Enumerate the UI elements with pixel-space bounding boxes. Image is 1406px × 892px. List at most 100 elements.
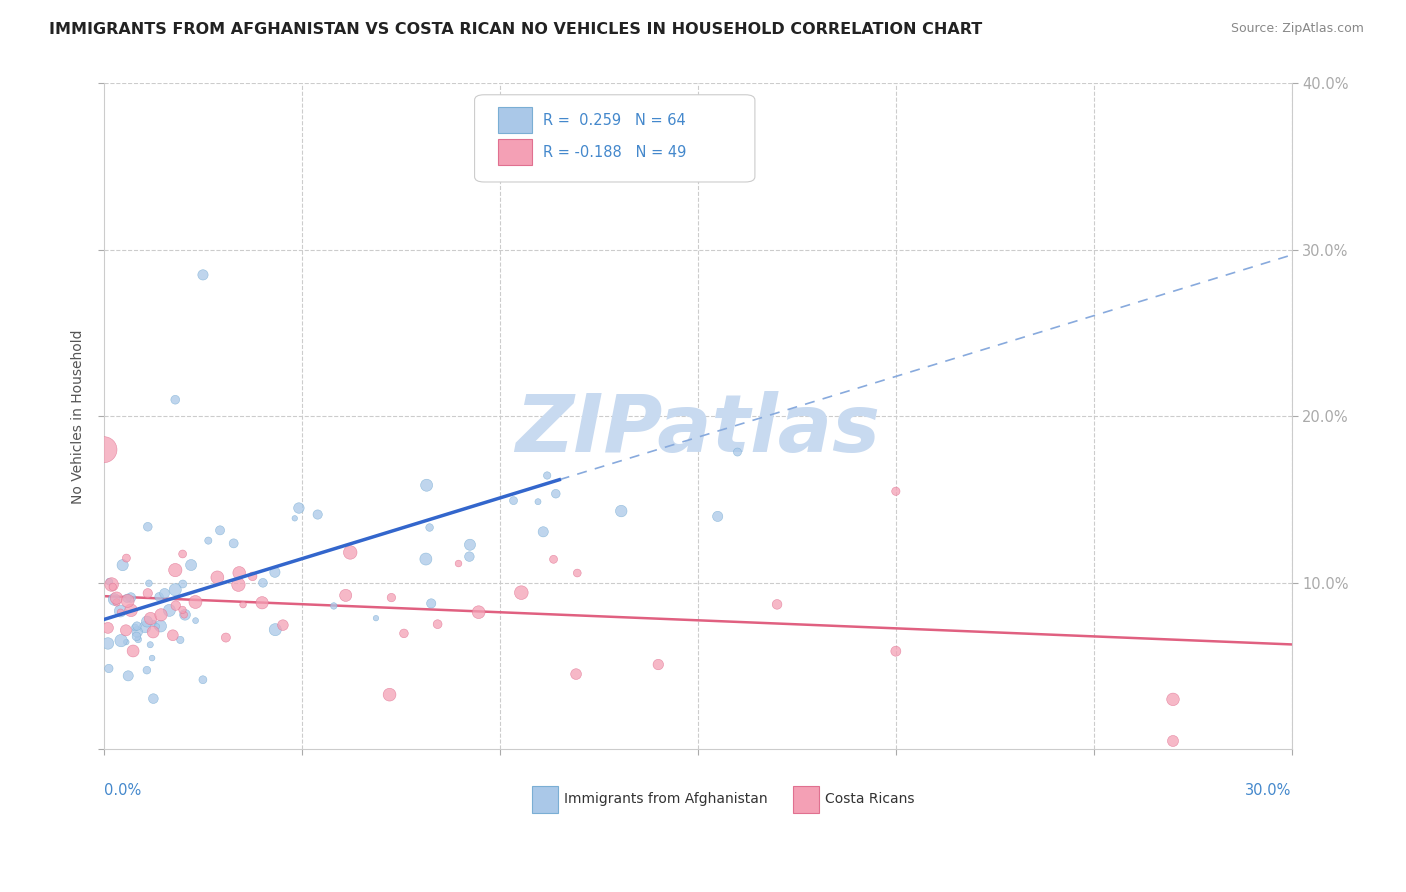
Point bbox=[207, 570, 229, 584]
Point bbox=[124, 620, 146, 634]
Point bbox=[162, 628, 184, 642]
Point bbox=[228, 566, 250, 580]
Point bbox=[103, 592, 125, 607]
Point bbox=[148, 590, 170, 604]
Point bbox=[1161, 692, 1184, 706]
Point bbox=[180, 558, 202, 572]
Point bbox=[536, 468, 558, 483]
Point bbox=[364, 611, 387, 625]
Point bbox=[215, 631, 238, 645]
Point bbox=[142, 616, 165, 631]
Point bbox=[288, 501, 311, 516]
Point bbox=[134, 620, 156, 634]
Point bbox=[339, 545, 361, 559]
Point bbox=[139, 638, 162, 652]
Point bbox=[165, 582, 187, 597]
Point bbox=[264, 623, 287, 637]
Point bbox=[136, 520, 159, 534]
Point bbox=[420, 596, 443, 610]
Point bbox=[142, 691, 165, 706]
Point bbox=[264, 566, 287, 580]
Point bbox=[105, 591, 128, 606]
Point bbox=[97, 636, 120, 650]
Point bbox=[169, 632, 191, 647]
Point bbox=[184, 595, 207, 609]
Point bbox=[97, 661, 120, 675]
Point bbox=[142, 625, 165, 640]
Point bbox=[543, 552, 565, 566]
Point bbox=[125, 629, 148, 643]
Point bbox=[647, 657, 669, 672]
Point bbox=[191, 673, 214, 687]
Point bbox=[165, 563, 187, 577]
Point bbox=[567, 566, 589, 580]
Point bbox=[242, 569, 264, 583]
Point bbox=[115, 591, 138, 606]
Point bbox=[172, 547, 194, 561]
Y-axis label: No Vehicles in Household: No Vehicles in Household bbox=[72, 329, 86, 504]
Point bbox=[531, 524, 554, 539]
Point bbox=[122, 644, 145, 658]
Point bbox=[174, 607, 197, 622]
Point bbox=[111, 558, 134, 573]
Text: Costa Ricans: Costa Ricans bbox=[825, 792, 914, 806]
Point bbox=[110, 605, 132, 619]
Point bbox=[115, 551, 138, 566]
Point bbox=[105, 595, 128, 609]
Point bbox=[120, 591, 142, 605]
Point bbox=[208, 524, 231, 538]
Point bbox=[101, 580, 124, 594]
Point bbox=[447, 557, 470, 571]
Point bbox=[157, 603, 180, 617]
Point bbox=[110, 633, 132, 648]
Bar bbox=[793, 786, 820, 813]
Point bbox=[458, 549, 481, 564]
Point bbox=[322, 599, 344, 613]
Point bbox=[706, 509, 728, 524]
Text: R =  0.259   N = 64: R = 0.259 N = 64 bbox=[544, 112, 686, 128]
Point bbox=[232, 598, 254, 612]
Text: R = -0.188   N = 49: R = -0.188 N = 49 bbox=[544, 145, 688, 160]
Point bbox=[139, 611, 162, 625]
Point bbox=[172, 577, 194, 591]
Point bbox=[150, 607, 173, 622]
Text: 30.0%: 30.0% bbox=[1246, 782, 1292, 797]
Point bbox=[184, 614, 207, 628]
Point bbox=[335, 588, 357, 602]
Point bbox=[884, 484, 907, 499]
Point bbox=[419, 520, 441, 534]
Point bbox=[527, 494, 550, 508]
Point bbox=[415, 478, 437, 492]
Point bbox=[135, 663, 157, 677]
Point bbox=[307, 508, 329, 522]
Point bbox=[115, 635, 138, 649]
Point bbox=[100, 577, 122, 591]
Text: Source: ZipAtlas.com: Source: ZipAtlas.com bbox=[1230, 22, 1364, 36]
Bar bbox=[498, 139, 531, 165]
Point bbox=[153, 586, 176, 600]
Point bbox=[766, 598, 789, 612]
Point bbox=[165, 599, 187, 613]
FancyBboxPatch shape bbox=[475, 95, 755, 182]
Point bbox=[165, 392, 187, 407]
Point bbox=[172, 603, 194, 617]
Point bbox=[149, 619, 172, 633]
Point bbox=[146, 619, 169, 633]
Point bbox=[97, 621, 120, 635]
Point bbox=[93, 442, 115, 457]
Point bbox=[115, 624, 138, 638]
Text: Immigrants from Afghanistan: Immigrants from Afghanistan bbox=[564, 792, 768, 806]
Point bbox=[127, 632, 149, 647]
Point bbox=[426, 617, 449, 632]
Point bbox=[378, 688, 401, 702]
Point bbox=[458, 538, 481, 552]
Point bbox=[565, 667, 588, 681]
Point bbox=[197, 533, 219, 548]
Point bbox=[141, 651, 163, 665]
Point bbox=[136, 615, 159, 629]
Point bbox=[284, 511, 307, 525]
Point bbox=[884, 644, 907, 658]
Point bbox=[271, 618, 294, 632]
Point bbox=[136, 586, 159, 600]
Point bbox=[510, 585, 533, 599]
